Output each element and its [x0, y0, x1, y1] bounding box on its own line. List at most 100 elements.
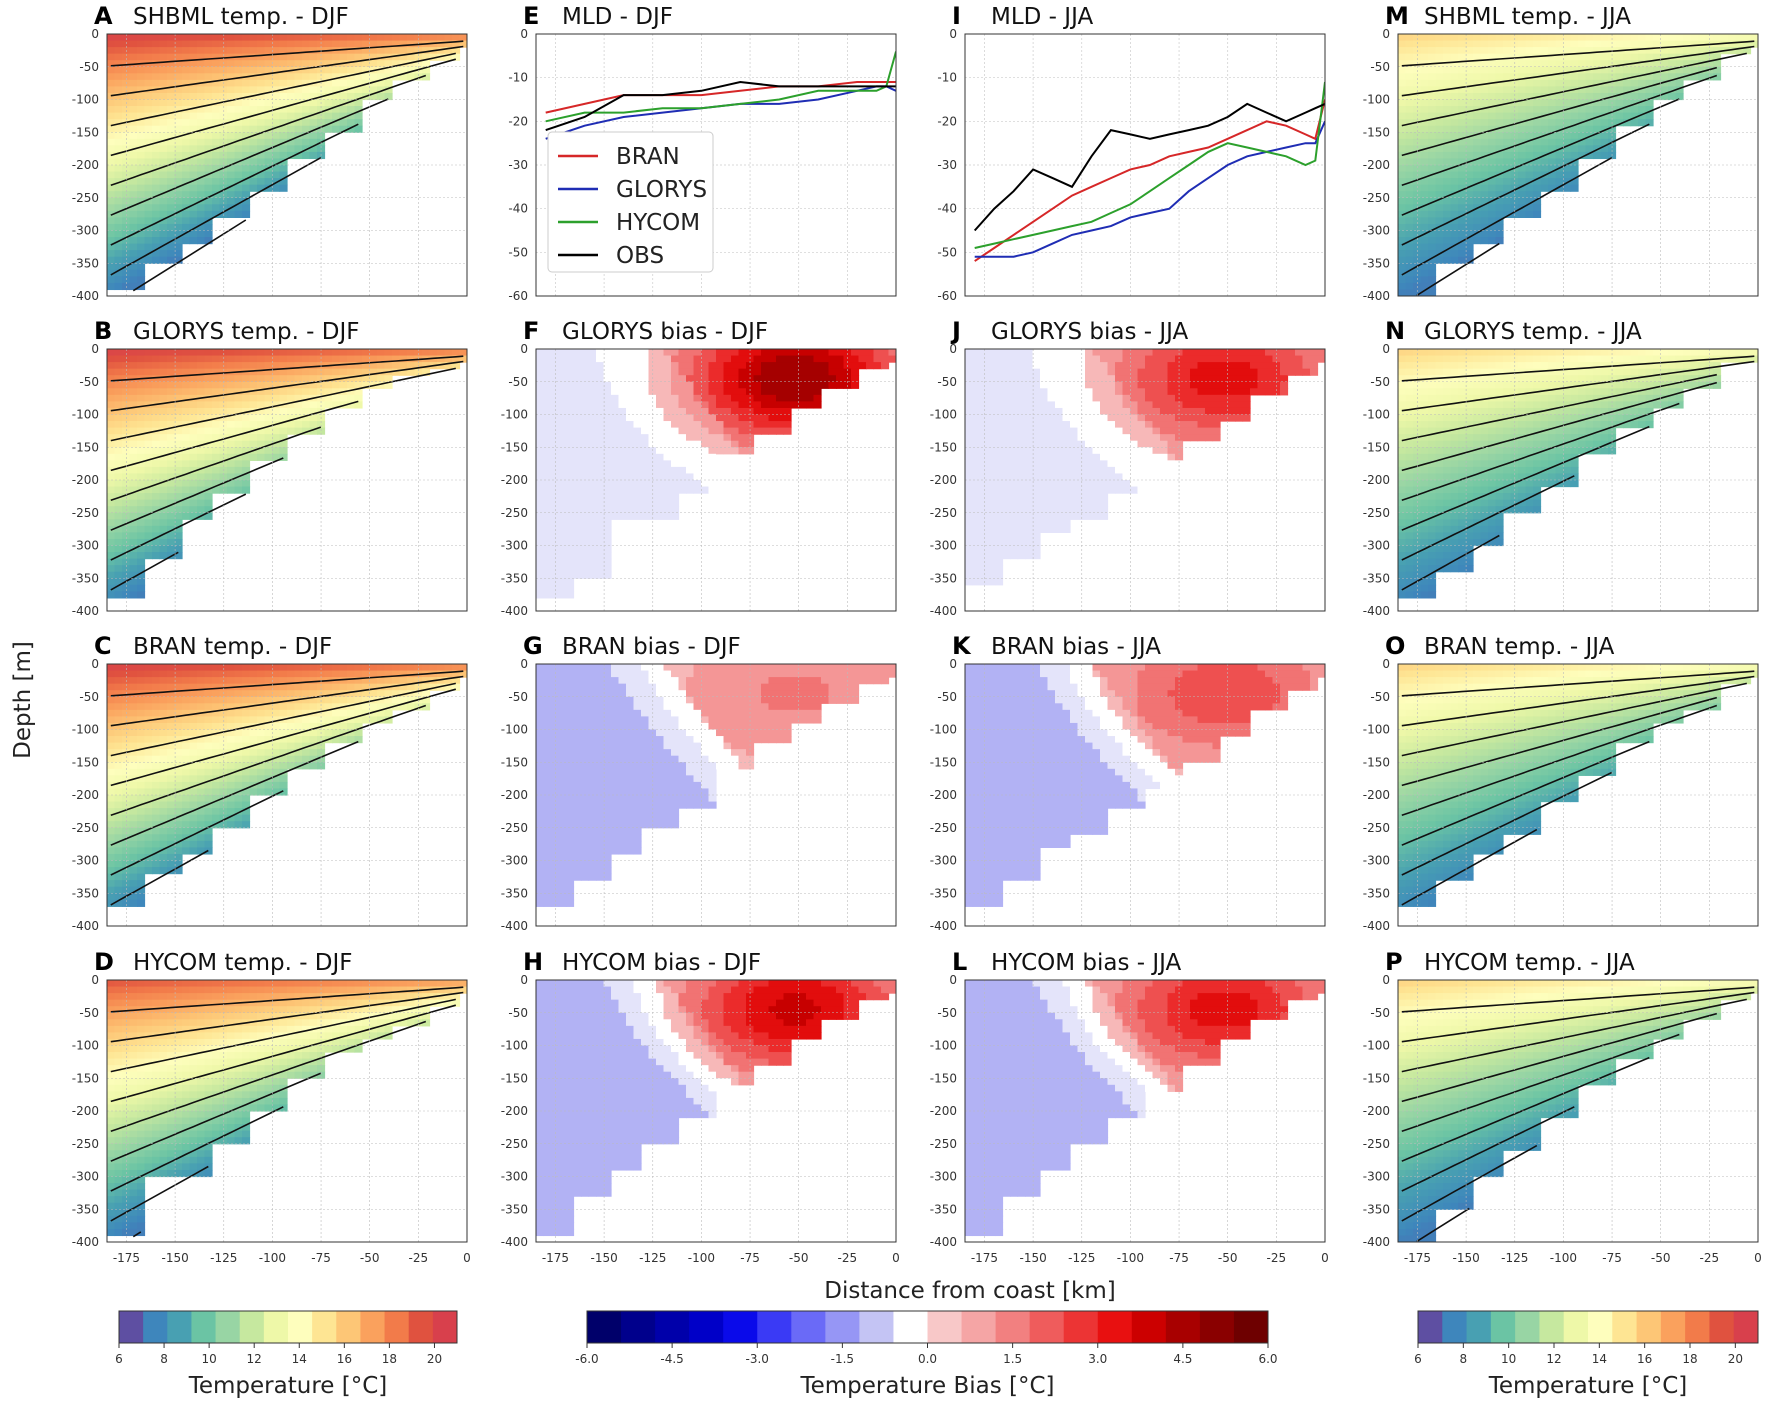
temp-cell [279, 99, 288, 107]
temp-cell [189, 217, 198, 225]
temp-cell [249, 86, 258, 94]
bias-cell [851, 381, 860, 389]
temp-cell [129, 165, 138, 173]
temp-cell [339, 729, 348, 737]
temp-cell [182, 460, 191, 468]
temp-cell [114, 191, 123, 199]
temp-cell [212, 755, 221, 763]
bias-cell [798, 401, 807, 409]
temp-cell [167, 532, 176, 540]
temp-cell [174, 486, 183, 494]
temp-cell [189, 407, 198, 416]
bias-cell [686, 427, 695, 435]
bias-cell [581, 381, 590, 389]
bias-cell [536, 466, 545, 475]
temp-cell [137, 40, 146, 48]
temp-cell [369, 993, 378, 1001]
bias-cell [693, 362, 702, 370]
temp-cell [159, 79, 168, 87]
temp-cell [354, 993, 363, 1001]
bias-cell [551, 736, 560, 744]
temp-cell [189, 808, 198, 816]
temp-cell [272, 755, 281, 763]
temp-cell [152, 690, 161, 698]
temp-cell [152, 1006, 161, 1014]
temp-cell [362, 368, 371, 376]
temp-cell [264, 1071, 273, 1079]
temp-cell [234, 375, 243, 383]
temp-cell [234, 1078, 243, 1086]
temp-cell [129, 276, 138, 284]
temp-cell [257, 171, 266, 179]
temp-cell [197, 1032, 206, 1040]
bias-cell [686, 466, 695, 475]
bias-cell [761, 414, 770, 422]
bias-cell [821, 349, 830, 357]
bias-cell [566, 538, 575, 547]
temp-cell [167, 368, 176, 376]
temp-cell [392, 670, 401, 678]
y-tick-label: -150 [501, 440, 528, 454]
temp-cell [324, 125, 333, 133]
temp-cell [107, 999, 116, 1007]
temp-cell [197, 1169, 206, 1178]
temp-cell [264, 781, 273, 790]
bias-cell [633, 486, 642, 494]
temp-cell [212, 447, 221, 455]
temp-cell [122, 282, 131, 291]
temp-cell [317, 34, 326, 42]
temp-cell [114, 1215, 123, 1223]
bias-cell [641, 355, 650, 363]
temp-cell [279, 381, 288, 389]
temp-cell [324, 73, 333, 81]
bias-cell [611, 349, 620, 357]
temp-cell [182, 808, 191, 816]
temp-cell [212, 677, 221, 685]
bias-cell [693, 427, 702, 435]
temp-cell [369, 980, 378, 988]
temp-cell [204, 466, 213, 475]
temp-cell [302, 986, 311, 994]
temp-cell [144, 440, 153, 448]
temp-cell [197, 1045, 206, 1053]
temp-cell [122, 1032, 131, 1040]
temp-cell [384, 362, 393, 370]
temp-cell [227, 736, 236, 744]
temp-cell [399, 993, 408, 1001]
bias-cell [656, 388, 665, 396]
bias-cell [663, 506, 672, 514]
temp-cell [114, 1156, 123, 1164]
temp-cell [279, 60, 288, 68]
temp-cell [354, 119, 363, 127]
temp-cell [242, 729, 251, 737]
temp-cell [167, 440, 176, 448]
bias-cell [566, 499, 575, 507]
temp-cell [204, 1091, 213, 1099]
temp-cell [144, 112, 153, 120]
temp-cell [174, 840, 183, 848]
temp-cell [144, 158, 153, 166]
bias-cell [558, 670, 567, 678]
panel-frame [106, 348, 468, 612]
temp-cell [144, 394, 153, 402]
temp-cell [122, 355, 131, 363]
temp-cell [114, 834, 123, 842]
temp-cell [242, 414, 251, 422]
temp-cell [264, 742, 273, 750]
temp-cell [287, 145, 296, 153]
temp-cell [279, 736, 288, 744]
temp-cell [234, 670, 243, 678]
temp-cell [279, 1078, 288, 1086]
temp-cell [122, 407, 131, 416]
temp-cell [107, 263, 116, 271]
temp-cell [182, 237, 191, 245]
temp-cell [272, 677, 281, 685]
temp-cell [197, 999, 206, 1007]
temp-cell [347, 368, 356, 376]
bias-cell [573, 349, 582, 357]
bias-cell [791, 394, 800, 402]
temp-cell [137, 217, 146, 225]
bias-cell [566, 421, 575, 429]
temp-cell [107, 434, 116, 442]
bias-cell [633, 394, 642, 402]
